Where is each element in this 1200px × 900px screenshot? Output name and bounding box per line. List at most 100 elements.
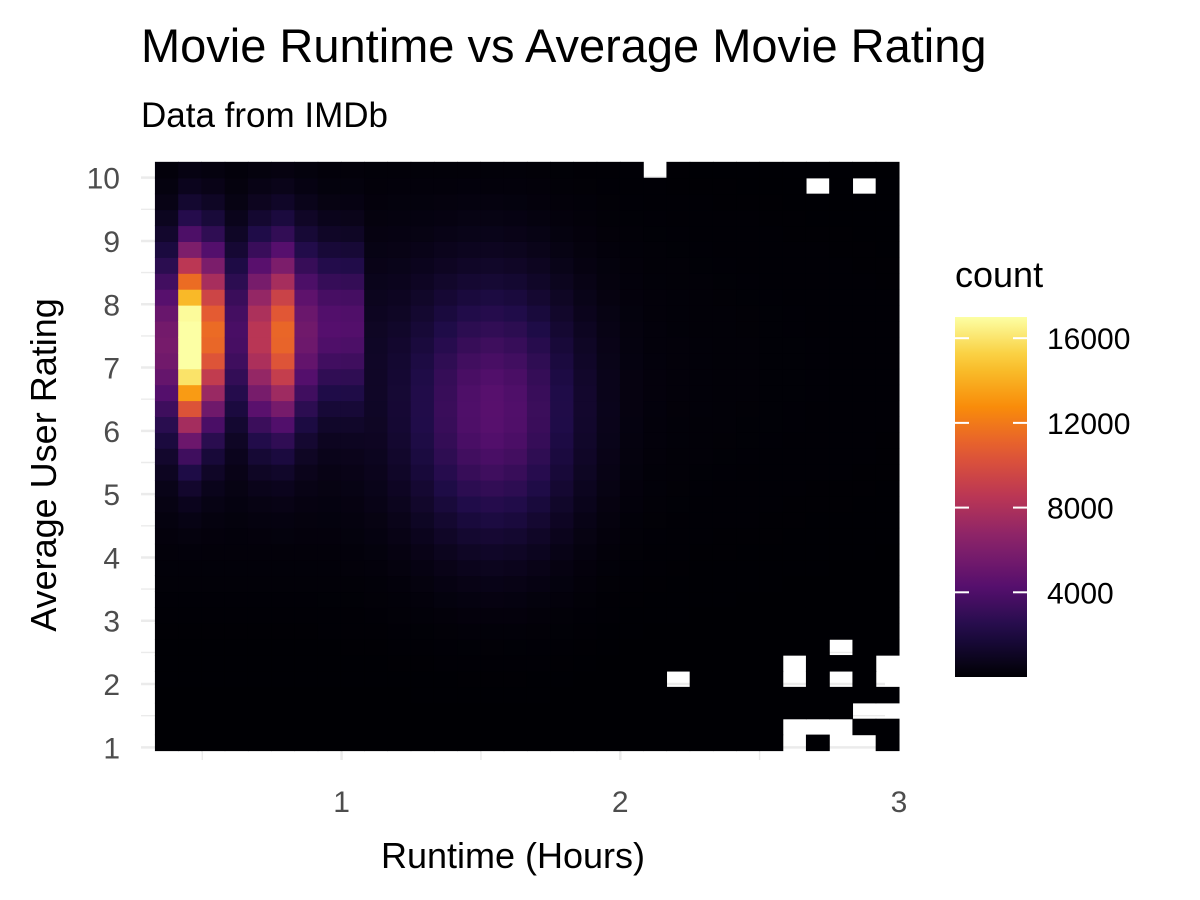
heatmap-cell <box>387 623 412 640</box>
heatmap-cell <box>433 575 458 593</box>
heatmap-cell <box>154 607 179 624</box>
heatmap-cell <box>271 623 296 640</box>
heatmap-cell <box>247 480 272 497</box>
heatmap-cell <box>247 416 272 433</box>
heatmap-cell <box>503 639 528 656</box>
heatmap-cell <box>201 448 226 465</box>
heatmap-cell <box>317 257 342 274</box>
heatmap-cell <box>294 495 319 513</box>
heatmap-cell <box>805 209 830 227</box>
heatmap-cell <box>364 416 389 433</box>
heatmap-cell <box>852 543 877 561</box>
heatmap-cell <box>457 575 482 593</box>
heatmap-cell <box>573 495 598 513</box>
heatmap-cell <box>410 559 435 577</box>
heatmap-cell <box>317 559 342 577</box>
heatmap-cell <box>596 448 621 465</box>
heatmap-cell <box>457 225 482 242</box>
heatmap-cell <box>643 718 668 736</box>
heatmap-cell <box>526 193 551 211</box>
heatmap-cell <box>340 305 365 322</box>
heatmap-cell <box>666 575 691 593</box>
heatmap-cell <box>271 161 296 179</box>
heatmap-cell <box>154 686 179 704</box>
heatmap-cell <box>201 400 226 417</box>
heatmap-cell <box>666 177 691 195</box>
heatmap-cell <box>619 241 644 258</box>
heatmap-cell <box>875 352 900 370</box>
heatmap-cell <box>782 241 807 258</box>
heatmap-cell <box>782 352 807 370</box>
heatmap-cell <box>364 352 389 370</box>
heatmap-cell <box>782 161 807 179</box>
heatmap-cell <box>829 368 854 386</box>
heatmap-cell <box>759 591 784 608</box>
heatmap-cell <box>271 320 296 338</box>
heatmap-cell <box>317 368 342 386</box>
heatmap-cell <box>178 257 203 274</box>
heatmap-cell <box>875 527 900 545</box>
heatmap-cell <box>782 336 807 354</box>
heatmap-cell <box>433 480 458 497</box>
heatmap-cell <box>247 177 272 195</box>
heatmap-cell <box>340 527 365 545</box>
heatmap-cell <box>364 289 389 306</box>
heatmap-cell <box>643 495 668 513</box>
heatmap-cell <box>550 464 575 481</box>
heatmap-cell <box>666 161 691 179</box>
heatmap-cell <box>154 400 179 417</box>
heatmap-cell <box>643 543 668 561</box>
heatmap-cell <box>178 352 203 370</box>
heatmap-cell <box>480 670 505 688</box>
heatmap-cell <box>340 702 365 720</box>
heatmap-cell <box>457 527 482 545</box>
heatmap-cell <box>573 368 598 386</box>
heatmap-cell <box>224 607 249 624</box>
heatmap-cell <box>782 448 807 465</box>
heatmap-cell <box>759 257 784 274</box>
heatmap-cell <box>154 241 179 258</box>
heatmap-cell <box>829 702 854 720</box>
heatmap-cell <box>271 209 296 227</box>
heatmap-cell <box>782 289 807 306</box>
heatmap-cell <box>294 623 319 640</box>
heatmap-cell <box>643 273 668 290</box>
heatmap-cell <box>596 432 621 449</box>
heatmap-cell <box>317 432 342 449</box>
heatmap-cell <box>643 607 668 624</box>
heatmap-cell <box>619 607 644 624</box>
heatmap-cell <box>154 416 179 433</box>
heatmap-cell <box>201 241 226 258</box>
heatmap-cell <box>619 384 644 402</box>
heatmap-cell <box>712 559 737 577</box>
heatmap-cell <box>573 591 598 608</box>
heatmap-cell <box>875 257 900 274</box>
heatmap-cell <box>503 655 528 672</box>
heatmap-cell <box>875 511 900 529</box>
heatmap-cell <box>294 639 319 656</box>
heatmap-cell <box>550 623 575 640</box>
heatmap-cell <box>154 177 179 195</box>
heatmap-cell <box>410 241 435 258</box>
chart-subtitle: Data from IMDb <box>141 96 388 135</box>
heatmap-cell <box>201 257 226 274</box>
heatmap-cell <box>364 400 389 417</box>
heatmap-cell <box>782 305 807 322</box>
heatmap-cell <box>364 161 389 179</box>
heatmap-cell <box>317 305 342 322</box>
heatmap-cell <box>178 718 203 736</box>
heatmap-cell <box>387 511 412 529</box>
heatmap-cell <box>573 177 598 195</box>
heatmap-cell <box>666 686 691 704</box>
heatmap-cell <box>805 193 830 211</box>
heatmap-cell <box>736 702 761 720</box>
heatmap-cell <box>550 384 575 402</box>
heatmap-cell <box>410 400 435 417</box>
heatmap-cell <box>689 400 714 417</box>
heatmap-cell <box>852 495 877 513</box>
heatmap-cell <box>503 225 528 242</box>
heatmap-cell <box>480 257 505 274</box>
heatmap-cell <box>643 686 668 704</box>
heatmap-cell <box>294 368 319 386</box>
heatmap-cell <box>573 257 598 274</box>
